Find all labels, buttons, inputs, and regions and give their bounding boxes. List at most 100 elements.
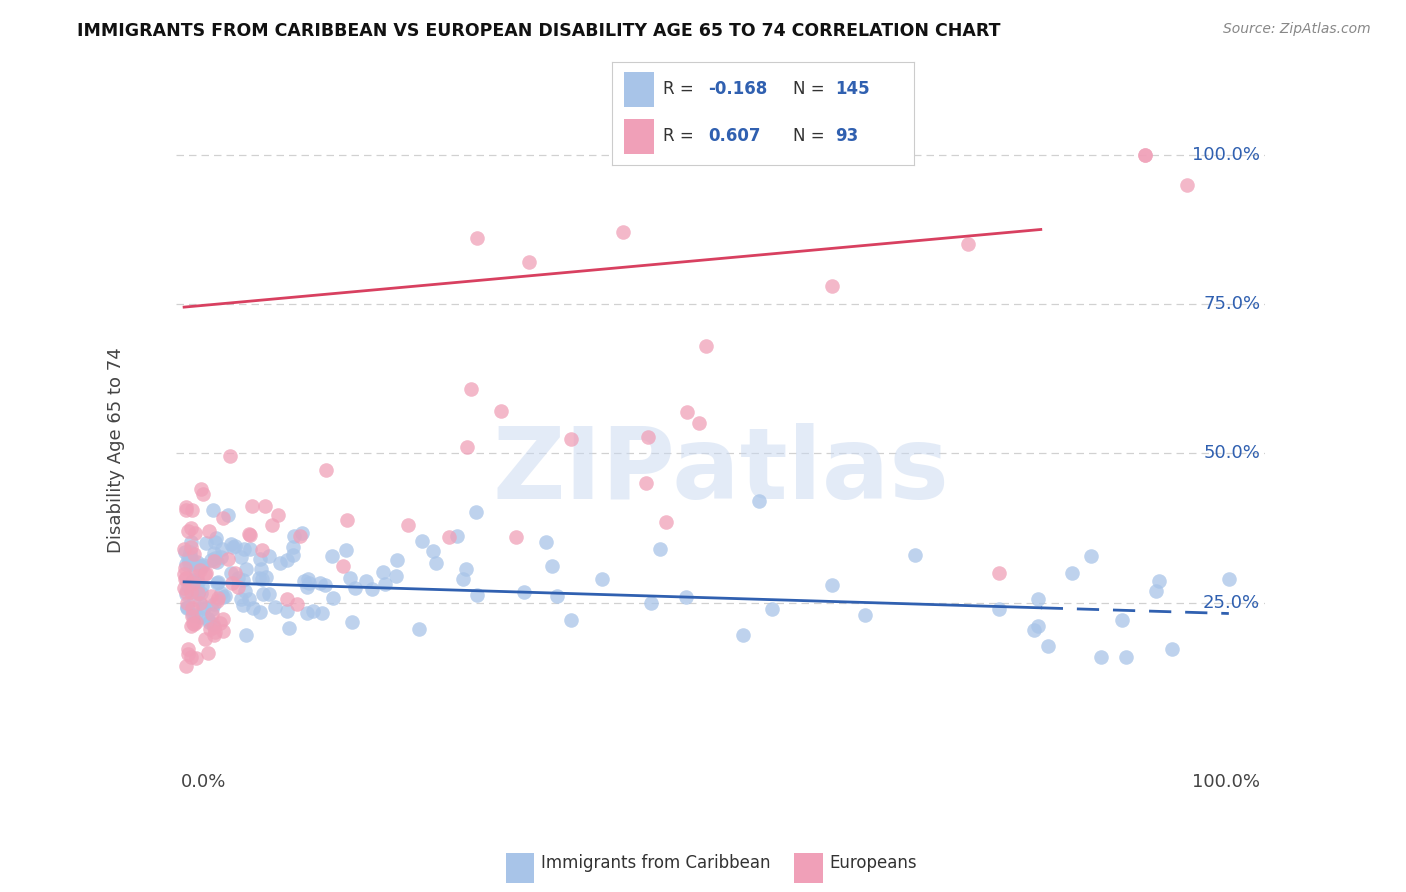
Point	[956, 237, 979, 252]
Point	[1175, 178, 1198, 192]
Point	[174, 587, 197, 601]
Point	[242, 601, 264, 615]
Point	[177, 642, 200, 657]
Point	[204, 550, 226, 565]
Point	[191, 599, 214, 613]
Point	[181, 615, 204, 630]
Point	[385, 553, 408, 567]
Point	[422, 544, 444, 558]
Point	[748, 494, 770, 508]
Point	[212, 624, 235, 638]
Point	[204, 625, 226, 640]
Point	[235, 628, 257, 642]
Point	[1022, 623, 1045, 637]
Point	[183, 575, 205, 590]
Point	[214, 589, 236, 603]
Point	[321, 549, 343, 564]
Point	[252, 572, 274, 586]
Point	[188, 610, 211, 624]
Point	[184, 526, 207, 541]
Point	[988, 566, 1011, 580]
Point	[821, 578, 844, 592]
Point	[695, 339, 717, 353]
Point	[371, 565, 394, 579]
Point	[451, 573, 474, 587]
Point	[465, 231, 488, 245]
Point	[1161, 641, 1184, 656]
Text: 145: 145	[835, 79, 870, 97]
Point	[194, 536, 217, 550]
Point	[184, 651, 207, 665]
Point	[174, 502, 197, 516]
Point	[221, 576, 243, 591]
Point	[212, 511, 235, 525]
Point	[180, 551, 202, 566]
Point	[322, 591, 344, 605]
Point	[207, 575, 229, 590]
Point	[176, 600, 198, 615]
Point	[339, 571, 361, 585]
Point	[277, 621, 299, 635]
Point	[276, 553, 298, 567]
Point	[361, 582, 384, 596]
Point	[202, 620, 225, 634]
Point	[425, 556, 447, 570]
Point	[252, 586, 274, 600]
Point	[205, 575, 228, 590]
Point	[177, 550, 200, 565]
Point	[180, 585, 202, 599]
Point	[1111, 613, 1133, 627]
Point	[239, 527, 262, 541]
Point	[308, 576, 330, 591]
Point	[174, 557, 197, 571]
Point	[186, 569, 208, 583]
Point	[332, 558, 354, 573]
Point	[290, 529, 312, 543]
Point	[187, 586, 209, 600]
Point	[180, 541, 202, 555]
Point	[190, 559, 212, 574]
Point	[336, 513, 359, 527]
Point	[202, 554, 225, 568]
Point	[340, 615, 363, 629]
Point	[344, 581, 367, 595]
Text: 50.0%: 50.0%	[1204, 444, 1260, 462]
Point	[191, 558, 214, 572]
Point	[233, 541, 256, 556]
Point	[231, 549, 253, 564]
Text: N =: N =	[793, 128, 830, 145]
Point	[640, 596, 662, 610]
Point	[179, 557, 201, 571]
Point	[249, 605, 271, 619]
Point	[179, 549, 201, 564]
Text: Europeans: Europeans	[830, 855, 917, 872]
Text: 25.0%: 25.0%	[1204, 594, 1260, 612]
Point	[183, 547, 205, 561]
Point	[180, 503, 202, 517]
Point	[186, 581, 208, 595]
Point	[250, 562, 273, 576]
Point	[560, 613, 582, 627]
Point	[264, 599, 287, 614]
Point	[191, 579, 214, 593]
Point	[202, 628, 225, 642]
Point	[180, 574, 202, 588]
Point	[191, 487, 214, 501]
Point	[513, 584, 536, 599]
Point	[174, 561, 197, 575]
Point	[238, 526, 260, 541]
Point	[546, 589, 568, 603]
Text: Source: ZipAtlas.com: Source: ZipAtlas.com	[1223, 22, 1371, 37]
Point	[240, 499, 263, 513]
Point	[188, 563, 211, 577]
Text: 75.0%: 75.0%	[1204, 295, 1260, 313]
Point	[408, 622, 430, 636]
Point	[205, 594, 228, 608]
Point	[262, 518, 284, 533]
Point	[298, 576, 321, 591]
Point	[180, 618, 202, 632]
Point	[315, 463, 337, 477]
Point	[335, 543, 357, 558]
Point	[204, 597, 226, 611]
Point	[201, 607, 224, 621]
